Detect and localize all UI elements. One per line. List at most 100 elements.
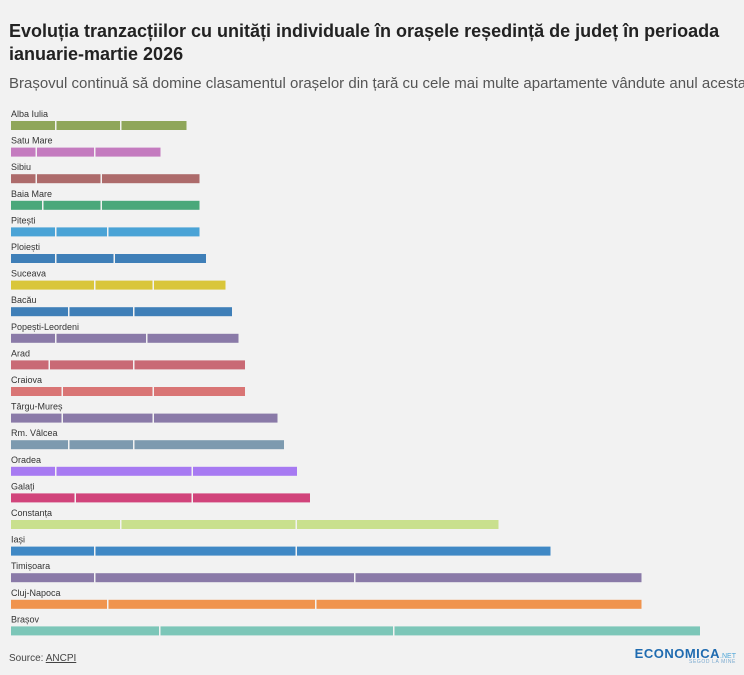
bar-segment <box>69 440 133 450</box>
bar-segment <box>11 121 55 130</box>
category-label: Timișoara <box>11 561 50 571</box>
bar-segment <box>121 520 296 529</box>
bar-segment <box>56 121 120 130</box>
bar-group <box>11 227 200 237</box>
bar-segment <box>95 280 153 290</box>
bar-segment <box>11 280 94 290</box>
bar-segment <box>147 333 239 343</box>
category-label: Rm. Vâlcea <box>11 428 58 438</box>
bar-segment <box>11 254 55 263</box>
bar-segment <box>160 626 393 636</box>
bar-segment <box>297 520 499 529</box>
category-label: Ploiești <box>11 242 40 252</box>
bar-segment <box>11 413 62 423</box>
bar-segment <box>95 546 296 556</box>
bar-group <box>11 493 310 503</box>
bar-segment <box>11 440 68 450</box>
category-label: Suceava <box>11 269 46 279</box>
bar-segment <box>56 227 107 237</box>
bar-segment <box>11 387 62 396</box>
bar-segment <box>193 466 297 476</box>
category-label: Arad <box>11 348 30 358</box>
bar-segment <box>11 466 55 476</box>
bar-group <box>11 147 161 157</box>
chart-title: Evoluția tranzacțiilor cu unități indivi… <box>9 21 720 64</box>
category-label: Popești-Leordeni <box>11 322 79 332</box>
bar-segment <box>11 360 49 370</box>
bar-segment <box>37 174 101 184</box>
bar-segment <box>56 333 146 343</box>
bar-group <box>11 280 226 290</box>
bar-segment <box>134 360 245 370</box>
bar-segment <box>11 573 94 583</box>
bar-segment <box>69 307 133 317</box>
bar-segment <box>11 200 42 210</box>
category-label: Craiova <box>11 375 42 385</box>
bar-segment <box>394 626 700 636</box>
bar-segment <box>63 413 153 423</box>
category-label: Constanța <box>11 508 52 518</box>
bar-group <box>11 546 551 556</box>
bar-group <box>11 626 700 636</box>
bar-segment <box>134 307 232 317</box>
bar-group <box>11 307 232 317</box>
bar-segment <box>154 413 278 423</box>
bar-segment <box>56 254 114 263</box>
bar-segment <box>50 360 133 370</box>
bar-chart: Alba Iulia Satu Mare Sibiu Baia Mare Pitești… <box>11 109 700 636</box>
bar-segment <box>11 599 107 609</box>
category-label: Bacău <box>11 295 37 305</box>
bar-segment <box>316 599 642 609</box>
category-label: Baia Mare <box>11 189 52 199</box>
bar-segment <box>11 626 159 636</box>
bar-segment <box>63 387 153 396</box>
bar-segment <box>11 147 36 157</box>
bar-segment <box>11 333 55 343</box>
category-label: Oradea <box>11 455 41 465</box>
bar-segment <box>11 493 75 503</box>
bar-group <box>11 599 642 609</box>
bar-group <box>11 360 245 370</box>
bar-segment <box>76 493 192 503</box>
economica-logo: ECONOMICA.NET SEGOD LA MINE <box>635 646 736 665</box>
bar-group <box>11 440 284 450</box>
category-label: Brașov <box>11 614 40 624</box>
bar-group <box>11 333 239 343</box>
bar-group <box>11 174 200 184</box>
bar-segment <box>11 307 68 317</box>
bar-segment <box>134 440 284 450</box>
bar-group <box>11 121 187 130</box>
bar-segment <box>56 466 192 476</box>
bar-segment <box>154 280 226 290</box>
category-label: Alba Iulia <box>11 109 48 119</box>
category-label: Cluj-Napoca <box>11 588 61 598</box>
bar-segment <box>121 121 187 130</box>
bar-segment <box>193 493 310 503</box>
bar-segment <box>297 546 551 556</box>
logo-wordmark: ECONOMICA.NET <box>635 646 736 661</box>
logo-suffix: .NET <box>720 653 736 660</box>
bar-group <box>11 520 499 529</box>
bar-segment <box>108 599 315 609</box>
category-label: Pitești <box>11 215 36 225</box>
bar-segment <box>11 227 55 237</box>
bar-segment <box>95 147 161 157</box>
category-label: Târgu-Mureș <box>11 402 63 412</box>
bar-group <box>11 200 200 210</box>
bar-segment <box>95 573 354 583</box>
bar-segment <box>37 147 94 157</box>
bar-segment <box>11 520 120 529</box>
chart-subtitle: Brașovul continuă să domine clasamentul … <box>9 75 744 92</box>
category-label: Galați <box>11 481 35 491</box>
bar-segment <box>108 227 200 237</box>
bar-segment <box>355 573 642 583</box>
bar-segment <box>154 387 245 396</box>
bar-segment <box>11 174 36 184</box>
source-link[interactable]: ANCPI <box>45 653 77 664</box>
bar-segment <box>11 546 94 556</box>
bar-group <box>11 413 278 423</box>
category-label: Satu Mare <box>11 136 53 146</box>
category-label: Iași <box>11 535 25 545</box>
source-note: Source: ANCPI <box>9 653 76 664</box>
source-prefix: Source: <box>9 653 46 664</box>
